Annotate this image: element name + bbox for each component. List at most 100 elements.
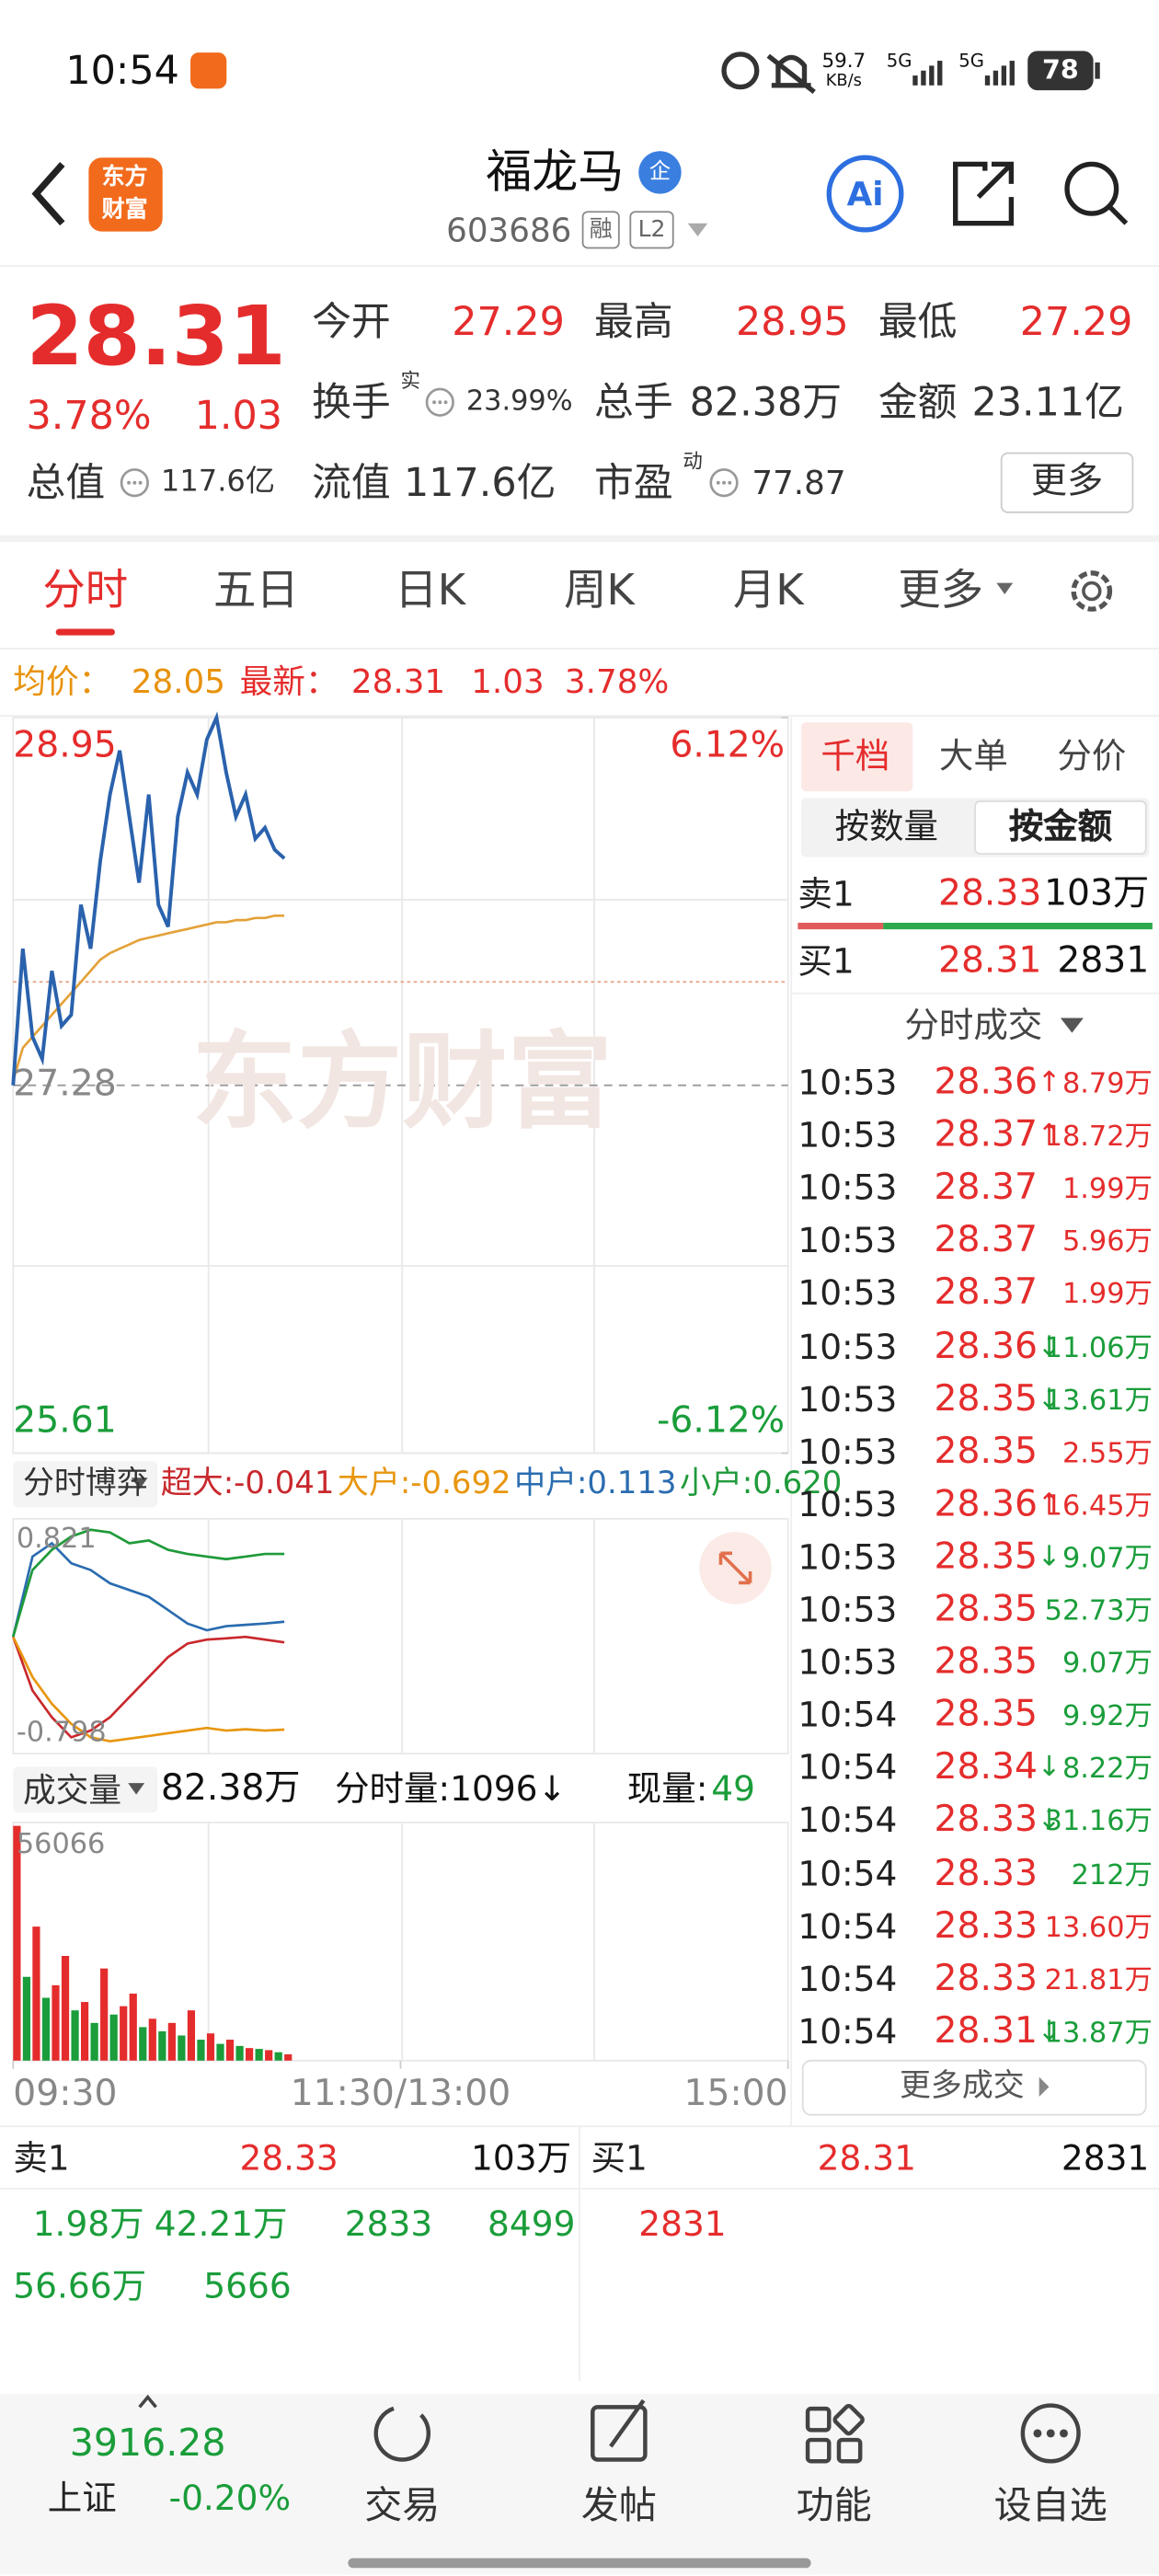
tab[interactable]: 分时 [42,566,129,616]
volume-bar [41,1997,51,2061]
trade-price: 28.36 [934,1326,1038,1367]
tab-dropdown[interactable] [996,582,1014,595]
divider [0,535,1159,542]
trade-price: 28.35 [934,1431,1038,1473]
panel-tab[interactable]: 千档 [820,736,890,776]
logo-text: 东方 [101,164,148,191]
ai-label[interactable]: Ai [846,174,884,214]
x-tick-label: 09:30 [13,2074,118,2115]
volume-bar [274,2052,282,2061]
volume-dropdown[interactable] [128,1783,145,1795]
trade-volume: 21.81万 [1044,1963,1153,1997]
info-icon [709,468,739,498]
volume-title[interactable]: 成交量 [22,1769,122,1810]
mode-button[interactable]: 按数量 [834,807,938,847]
trade-price: 28.37 [934,1220,1038,1262]
current-volume: 49 [711,1769,755,1809]
more-dots [1033,2429,1068,2438]
dropdown-arrow[interactable] [687,223,708,236]
latest-price: 28.31 [350,661,446,702]
nav-item[interactable]: 功能 [796,2485,872,2528]
trade-price: 28.37 [934,1114,1038,1156]
index-expand[interactable] [138,2394,157,2409]
trade-volume: 13.87万 [1044,2017,1153,2050]
mode-button[interactable]: 按金额 [1008,807,1113,847]
volume-selector[interactable] [13,1766,158,1813]
volume-bar [80,2002,89,2061]
flow-legend: 大户:-0.692 [338,1465,511,1502]
flow-line [12,1635,285,1739]
trade-volume: 2.55万 [1061,1436,1153,1470]
tab[interactable]: 更多 [898,566,984,616]
back-button[interactable] [31,162,65,226]
home-indicator[interactable] [348,2558,811,2569]
trade-time: 10:53 [798,1537,898,1578]
signal-label: 5G [886,50,912,72]
bid-queue-item: 2831 [638,2203,727,2244]
change: 1.03 [194,392,282,439]
trade-time: 10:53 [798,1168,898,1208]
index-value[interactable]: 3916.28 [69,2422,226,2466]
nav-item[interactable]: 发帖 [580,2485,657,2528]
y2-tick-label: -6.12% [657,1400,786,1442]
volume-bar [216,2043,224,2061]
trade-volume: 8.22万 [1061,1753,1153,1787]
more-button-box[interactable] [1000,452,1134,513]
stat-label: 市盈 [594,459,673,506]
trades-dropdown[interactable] [1060,1018,1084,1033]
settings-button[interactable] [1071,570,1113,612]
trades-title[interactable]: 分时成交 [904,1006,1043,1045]
net-speed: 59.7 [821,49,866,73]
book-label: 卖1 [798,874,855,914]
trade-volume: 1.99万 [1061,1173,1153,1207]
panel-tab[interactable]: 分价 [1057,736,1127,776]
flow-selector[interactable] [13,1461,158,1508]
flow-dropdown[interactable] [131,1478,148,1489]
search-button[interactable] [1064,161,1119,216]
trade-price: 28.33 [934,1853,1038,1894]
share-button[interactable] [953,161,1015,226]
volume-total: 82.38万 [160,1768,301,1810]
trade-direction: ↑ [1037,1119,1061,1153]
volume-bar [139,2027,147,2061]
more-button[interactable]: 更多 [1030,461,1104,503]
volume-bar [235,2045,244,2061]
panel-tab[interactable]: 大单 [938,736,1008,776]
price-line [11,711,286,1086]
ai-button[interactable] [826,155,904,233]
signal-icon [912,61,1015,86]
tab[interactable]: 月K [732,566,804,616]
ask-queue-item: 1.98万 [32,2203,144,2244]
y-tick-label: 25.61 [13,1400,117,1442]
flow-title[interactable]: 分时博弈 [22,1465,148,1502]
volume-bar [284,2053,293,2061]
nav-icons [373,2398,1081,2464]
trade-volume: 212万 [1071,1858,1153,1892]
book-price: 28.31 [817,2138,916,2179]
logo[interactable] [88,157,163,232]
volume-bar [32,1926,40,2061]
nav-item[interactable]: 设自选 [993,2485,1107,2528]
change-pct: 3.78% [26,392,152,439]
trade-time: 10:54 [798,1853,898,1893]
nav-item[interactable]: 交易 [364,2485,441,2528]
mode-active[interactable] [974,800,1147,855]
trade-price: 28.36 [934,1484,1038,1525]
tab[interactable]: 五日 [212,566,299,616]
trade-price: 28.33 [934,1958,1038,2000]
more-trades-button[interactable] [801,2059,1147,2116]
tab[interactable]: 日K [395,566,466,616]
y-tick-label: 27.28 [13,1064,117,1106]
trade-price: 28.35 [934,1378,1038,1420]
more-trades[interactable]: 更多成交 [900,2067,1025,2105]
flow-legend: 中户:0.113 [514,1465,677,1502]
trade-time: 10:54 [798,1959,898,1999]
book-volume: 2831 [1061,2138,1150,2179]
stock-code: 603686 [446,210,572,250]
latest-label: 最新： [239,661,339,702]
tag: L2 [637,216,666,244]
tab[interactable]: 周K [563,566,635,616]
trade-volume: 1.99万 [1061,1279,1153,1312]
trade-volume: 13.61万 [1044,1384,1153,1418]
stat-label: 流值 [312,459,391,506]
